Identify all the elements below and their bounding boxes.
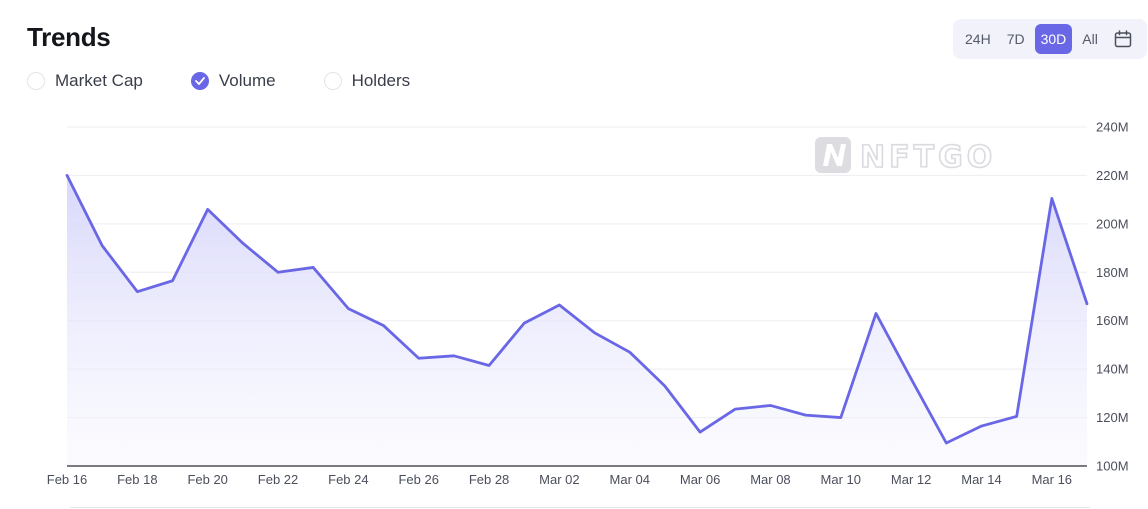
range-all-button[interactable]: All — [1082, 31, 1098, 47]
nftgo-logo — [815, 137, 851, 173]
y-tick-label: 200M — [1096, 216, 1129, 231]
legend-label: Market Cap — [55, 71, 143, 90]
series-legend: Market Cap Volume Holders — [27, 71, 458, 91]
legend-label: Holders — [351, 71, 411, 90]
range-24h-button[interactable]: 24H — [965, 31, 991, 47]
y-tick-label: 220M — [1096, 168, 1129, 183]
y-axis-labels: 100M 120M 140M 160M 180M 200M 220M 240M — [1096, 120, 1129, 474]
x-tick-label: Feb 24 — [328, 472, 368, 487]
y-tick-label: 240M — [1096, 120, 1129, 135]
time-range-selector: 24H 7D 30D All — [953, 19, 1147, 59]
x-tick-label: Mar 08 — [750, 472, 790, 487]
x-tick-label: Mar 06 — [680, 472, 720, 487]
range-7d-button[interactable]: 7D — [1006, 31, 1025, 47]
x-tick-label: Feb 28 — [469, 472, 509, 487]
x-tick-label: Feb 16 — [47, 472, 87, 487]
calendar-icon[interactable] — [1112, 28, 1134, 50]
radio-unchecked-icon — [323, 72, 342, 90]
x-tick-label: Feb 20 — [187, 472, 227, 487]
x-tick-label: Mar 02 — [539, 472, 579, 487]
x-tick-label: Mar 12 — [891, 472, 931, 487]
x-tick-label: Feb 18 — [117, 472, 157, 487]
x-tick-label: Mar 04 — [610, 472, 650, 487]
y-tick-label: 180M — [1096, 265, 1129, 280]
legend-item-holders[interactable]: Holders — [323, 71, 411, 91]
y-tick-label: 140M — [1096, 362, 1129, 377]
radio-unchecked-icon — [27, 72, 45, 90]
x-axis-labels: Feb 16 Feb 18 Feb 20 Feb 22 Feb 24 Feb 26 Feb … — [47, 472, 1072, 487]
checkmark-icon — [190, 72, 209, 90]
volume-area-fill — [67, 175, 1087, 466]
y-tick-label: 100M — [1096, 459, 1129, 474]
nftgo-watermark: NFTGO — [815, 137, 996, 176]
page-title: Trends — [27, 22, 111, 52]
range-30d-button[interactable]: 30D — [1034, 24, 1073, 54]
x-tick-label: Mar 16 — [1032, 472, 1072, 487]
x-tick-label: Mar 14 — [961, 472, 1001, 487]
watermark-text: NFTGO — [860, 140, 996, 175]
y-tick-label: 120M — [1096, 410, 1129, 425]
legend-label: Volume — [218, 71, 276, 90]
legend-item-volume[interactable]: Volume — [190, 71, 276, 91]
x-tick-label: Feb 22 — [258, 472, 298, 487]
x-tick-label: Mar 10 — [821, 472, 861, 487]
y-tick-label: 160M — [1096, 313, 1129, 328]
footer-divider — [70, 507, 1090, 508]
x-tick-label: Feb 26 — [398, 472, 438, 487]
volume-series-line — [65, 174, 1089, 445]
legend-item-market-cap[interactable]: Market Cap — [27, 71, 143, 91]
